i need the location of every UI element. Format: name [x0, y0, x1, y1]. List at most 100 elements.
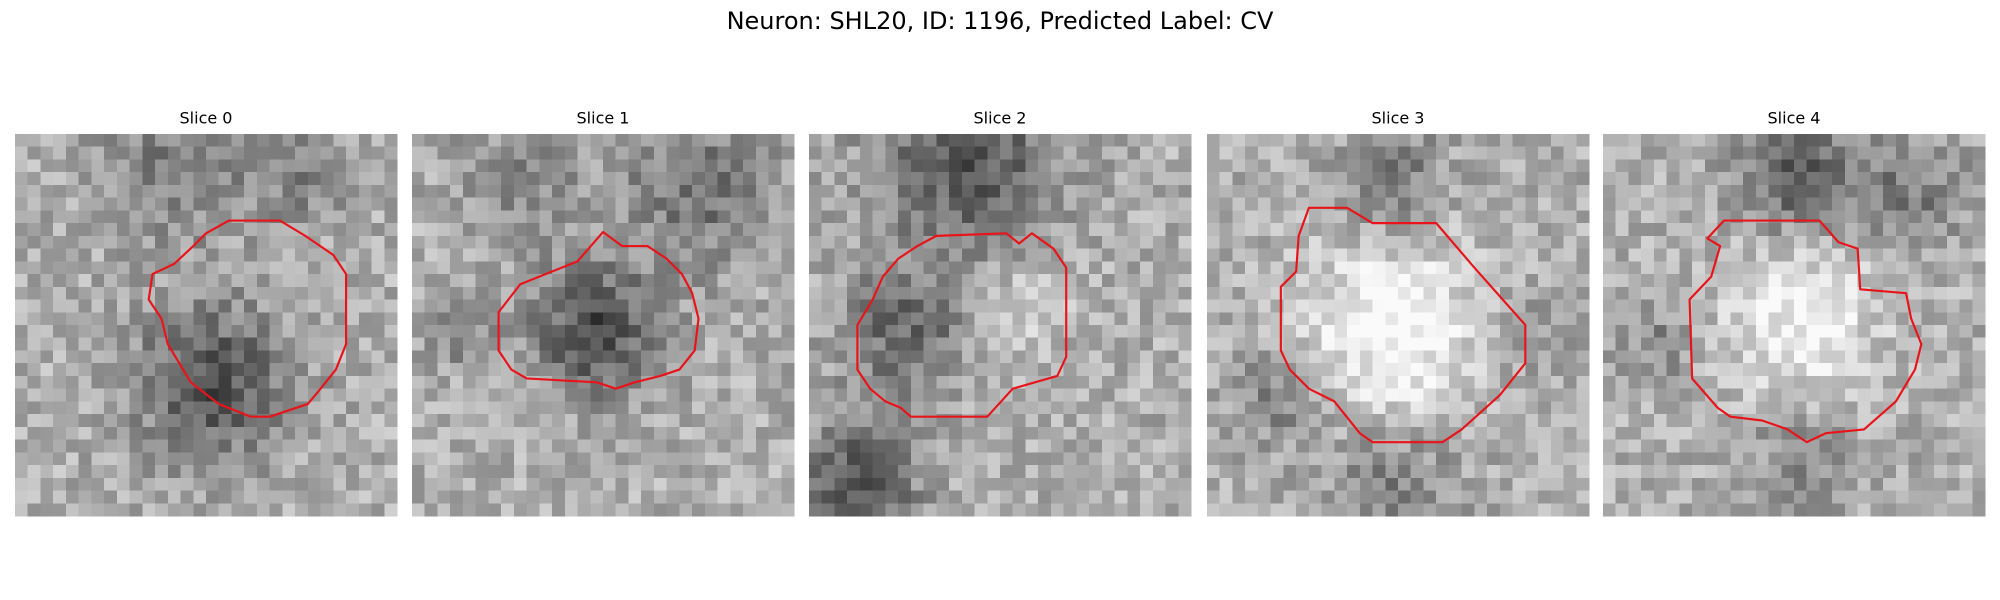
pixel	[768, 375, 782, 390]
pixel	[346, 401, 360, 415]
pixel	[1603, 388, 1617, 402]
pixel	[1000, 184, 1014, 199]
pixel	[167, 134, 181, 148]
pixel	[129, 223, 143, 237]
pixel	[539, 465, 553, 479]
pixel	[1207, 210, 1221, 224]
pixel	[1781, 299, 1795, 313]
pixel	[231, 299, 245, 313]
pixel	[1410, 350, 1424, 364]
pixel	[1283, 375, 1297, 390]
pixel	[1385, 159, 1399, 173]
pixel	[91, 414, 105, 428]
pixel	[1127, 261, 1141, 275]
pixel	[15, 312, 29, 326]
pixel	[1934, 286, 1948, 300]
pixel	[333, 210, 347, 224]
pixel	[320, 503, 334, 517]
pixel	[384, 261, 398, 275]
pixel	[834, 477, 848, 491]
pixel	[1245, 325, 1259, 339]
pixel	[1615, 172, 1629, 186]
pixel	[961, 325, 975, 339]
pixel	[590, 439, 604, 453]
pixel	[987, 503, 1001, 517]
pixel	[1359, 401, 1373, 415]
pixel	[564, 312, 578, 326]
pixel	[65, 477, 80, 491]
pixel	[1628, 184, 1642, 199]
pixel	[1012, 134, 1026, 148]
pixel	[872, 146, 886, 160]
pixel	[1436, 414, 1450, 428]
pixel	[1296, 159, 1310, 173]
pixel	[1359, 465, 1373, 479]
pixel	[539, 350, 553, 364]
pixel	[1232, 286, 1246, 300]
pixel	[1219, 503, 1233, 517]
pixel	[692, 452, 706, 466]
pixel	[1525, 159, 1539, 173]
pixel	[885, 274, 899, 288]
pixel	[974, 235, 988, 249]
pixel	[1334, 375, 1348, 390]
pixel	[1308, 490, 1322, 504]
pixel	[1321, 235, 1335, 249]
pixel	[1550, 312, 1564, 326]
pixel	[320, 388, 334, 402]
pixel	[898, 490, 912, 504]
pixel	[1232, 146, 1246, 160]
pixel	[1270, 503, 1284, 517]
pixel	[1232, 172, 1246, 186]
pixel	[809, 503, 823, 517]
pixel	[15, 146, 29, 160]
pixel	[628, 159, 642, 173]
pixel	[1245, 503, 1259, 517]
pixel	[78, 325, 92, 339]
pixel	[1038, 452, 1052, 466]
pixel	[653, 223, 668, 237]
pixel	[1140, 414, 1154, 428]
pixel	[949, 350, 963, 364]
pixel	[936, 503, 950, 517]
pixel	[859, 465, 874, 479]
pixel	[488, 426, 502, 440]
pixel	[834, 414, 848, 428]
pixel	[1101, 134, 1115, 148]
pixel	[1347, 503, 1361, 517]
pixel	[1038, 439, 1052, 453]
pixel	[653, 465, 668, 479]
pixel	[1934, 465, 1948, 479]
pixel	[1499, 439, 1513, 453]
pixel	[1385, 363, 1399, 377]
pixel	[27, 325, 41, 339]
pixel	[116, 210, 130, 224]
pixel	[244, 197, 258, 211]
pixel	[384, 184, 398, 199]
pixel	[1499, 401, 1513, 415]
pixel	[1934, 426, 1948, 440]
pixel	[1487, 210, 1501, 224]
pixel	[256, 134, 271, 148]
pixel	[847, 401, 861, 415]
pixel	[1921, 439, 1935, 453]
pixel	[809, 299, 823, 313]
pixel	[1653, 414, 1668, 428]
pixel	[1806, 299, 1820, 313]
pixel	[961, 248, 975, 262]
pixel	[1152, 312, 1166, 326]
pixel	[1347, 146, 1361, 160]
pixel	[384, 223, 398, 237]
pixel	[358, 172, 372, 186]
pixel	[256, 337, 271, 351]
pixel	[1372, 452, 1386, 466]
pixel	[1321, 375, 1335, 390]
pixel	[1165, 401, 1179, 415]
pixel	[206, 159, 220, 173]
pixel	[295, 503, 309, 517]
pixel	[847, 490, 861, 504]
pixel	[1232, 426, 1246, 440]
pixel	[333, 146, 347, 160]
pixel	[577, 159, 591, 173]
pixel	[666, 274, 680, 288]
